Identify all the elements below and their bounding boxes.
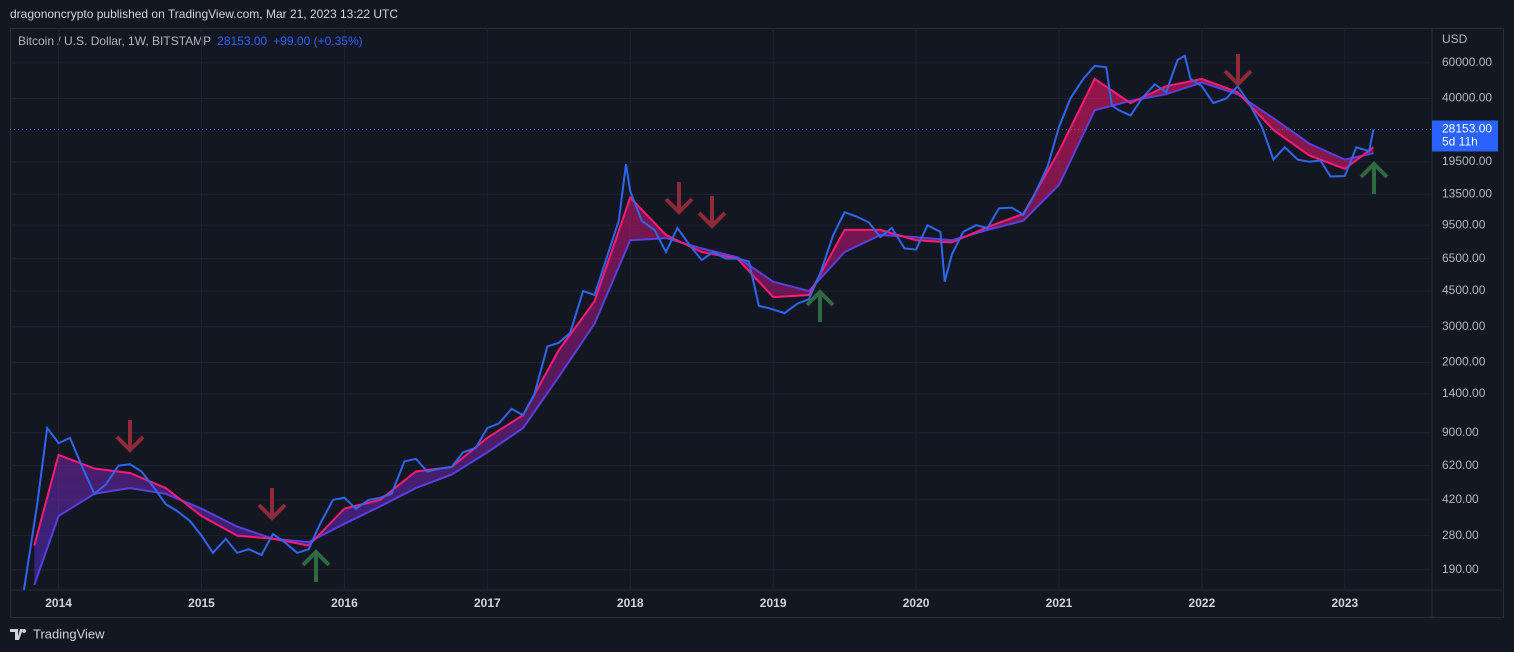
y-tick-label: 13500.00 (1442, 186, 1492, 200)
ribbon-edge (33, 81, 1374, 586)
x-tick-label: 2020 (903, 596, 930, 610)
arrows (115, 54, 1389, 582)
x-tick-label: 2014 (45, 596, 72, 610)
plot (10, 54, 1432, 590)
countdown: 5d 11h (1442, 135, 1478, 149)
y-tick-label: 40000.00 (1442, 91, 1492, 105)
y-tick-label: 6500.00 (1442, 251, 1486, 265)
down-arrow (257, 488, 287, 521)
up-arrow (301, 549, 331, 582)
y-tick-label: 620.00 (1442, 458, 1479, 472)
down-arrow (1223, 54, 1253, 87)
y-tick-label: 3000.00 (1442, 319, 1486, 333)
y-tick-label: 420.00 (1442, 492, 1479, 506)
chart-frame (10, 28, 1504, 618)
header-price: 28153.00 (217, 34, 267, 48)
footer-brand: TradingView (33, 626, 105, 641)
labels: 60000.00 40000.00 19500.00 13500.00 9500.00 6… (45, 34, 1498, 610)
currency: USD (1442, 32, 1468, 46)
ribbon-edge (33, 77, 1375, 547)
x-tick-label: 2018 (617, 596, 644, 610)
x-tick-label: 2016 (331, 596, 358, 610)
grid (10, 28, 1432, 590)
y-tick-label: 190.00 (1442, 562, 1479, 576)
header-change: +99.00 (+0.35%) (273, 34, 362, 48)
last-price-label: 28153.00 (1442, 122, 1492, 136)
x-tick-label: 2022 (1189, 596, 1216, 610)
down-arrow (115, 420, 145, 453)
y-tick-label: 280.00 (1442, 528, 1479, 542)
down-arrow (664, 182, 694, 215)
price-line (22, 54, 1375, 590)
x-tick-label: 2015 (188, 596, 215, 610)
x-tick-label: 2017 (474, 596, 501, 610)
publisher: dragononcrypto published on TradingView.… (10, 7, 398, 21)
x-tick-label: 2019 (760, 596, 787, 610)
y-tick-label: 60000.00 (1442, 55, 1492, 69)
up-arrow (1359, 161, 1389, 194)
x-tick-label: 2023 (1331, 596, 1358, 610)
y-tick-label: 9500.00 (1442, 217, 1486, 231)
y-tick-label: 4500.00 (1442, 283, 1486, 297)
symbol: Bitcoin / U.S. Dollar, 1W, BITSTAMP (18, 34, 211, 48)
y-tick-label: 2000.00 (1442, 355, 1486, 369)
tv-logo (10, 629, 27, 640)
y-tick-label: 1400.00 (1442, 386, 1486, 400)
last-price-tag (1432, 120, 1498, 152)
x-tick-label: 2021 (1046, 596, 1073, 610)
y-tick-label: 900.00 (1442, 425, 1479, 439)
y-tick-label: 19500.00 (1442, 154, 1492, 168)
up-arrow (805, 289, 835, 322)
down-arrow (697, 196, 727, 229)
